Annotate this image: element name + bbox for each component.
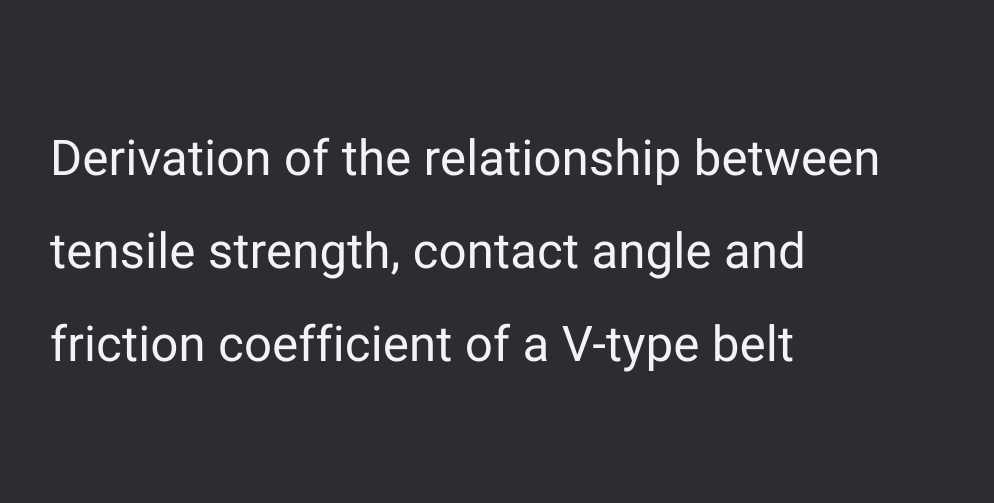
document-title: Derivation of the relationship between t… [50,112,944,391]
